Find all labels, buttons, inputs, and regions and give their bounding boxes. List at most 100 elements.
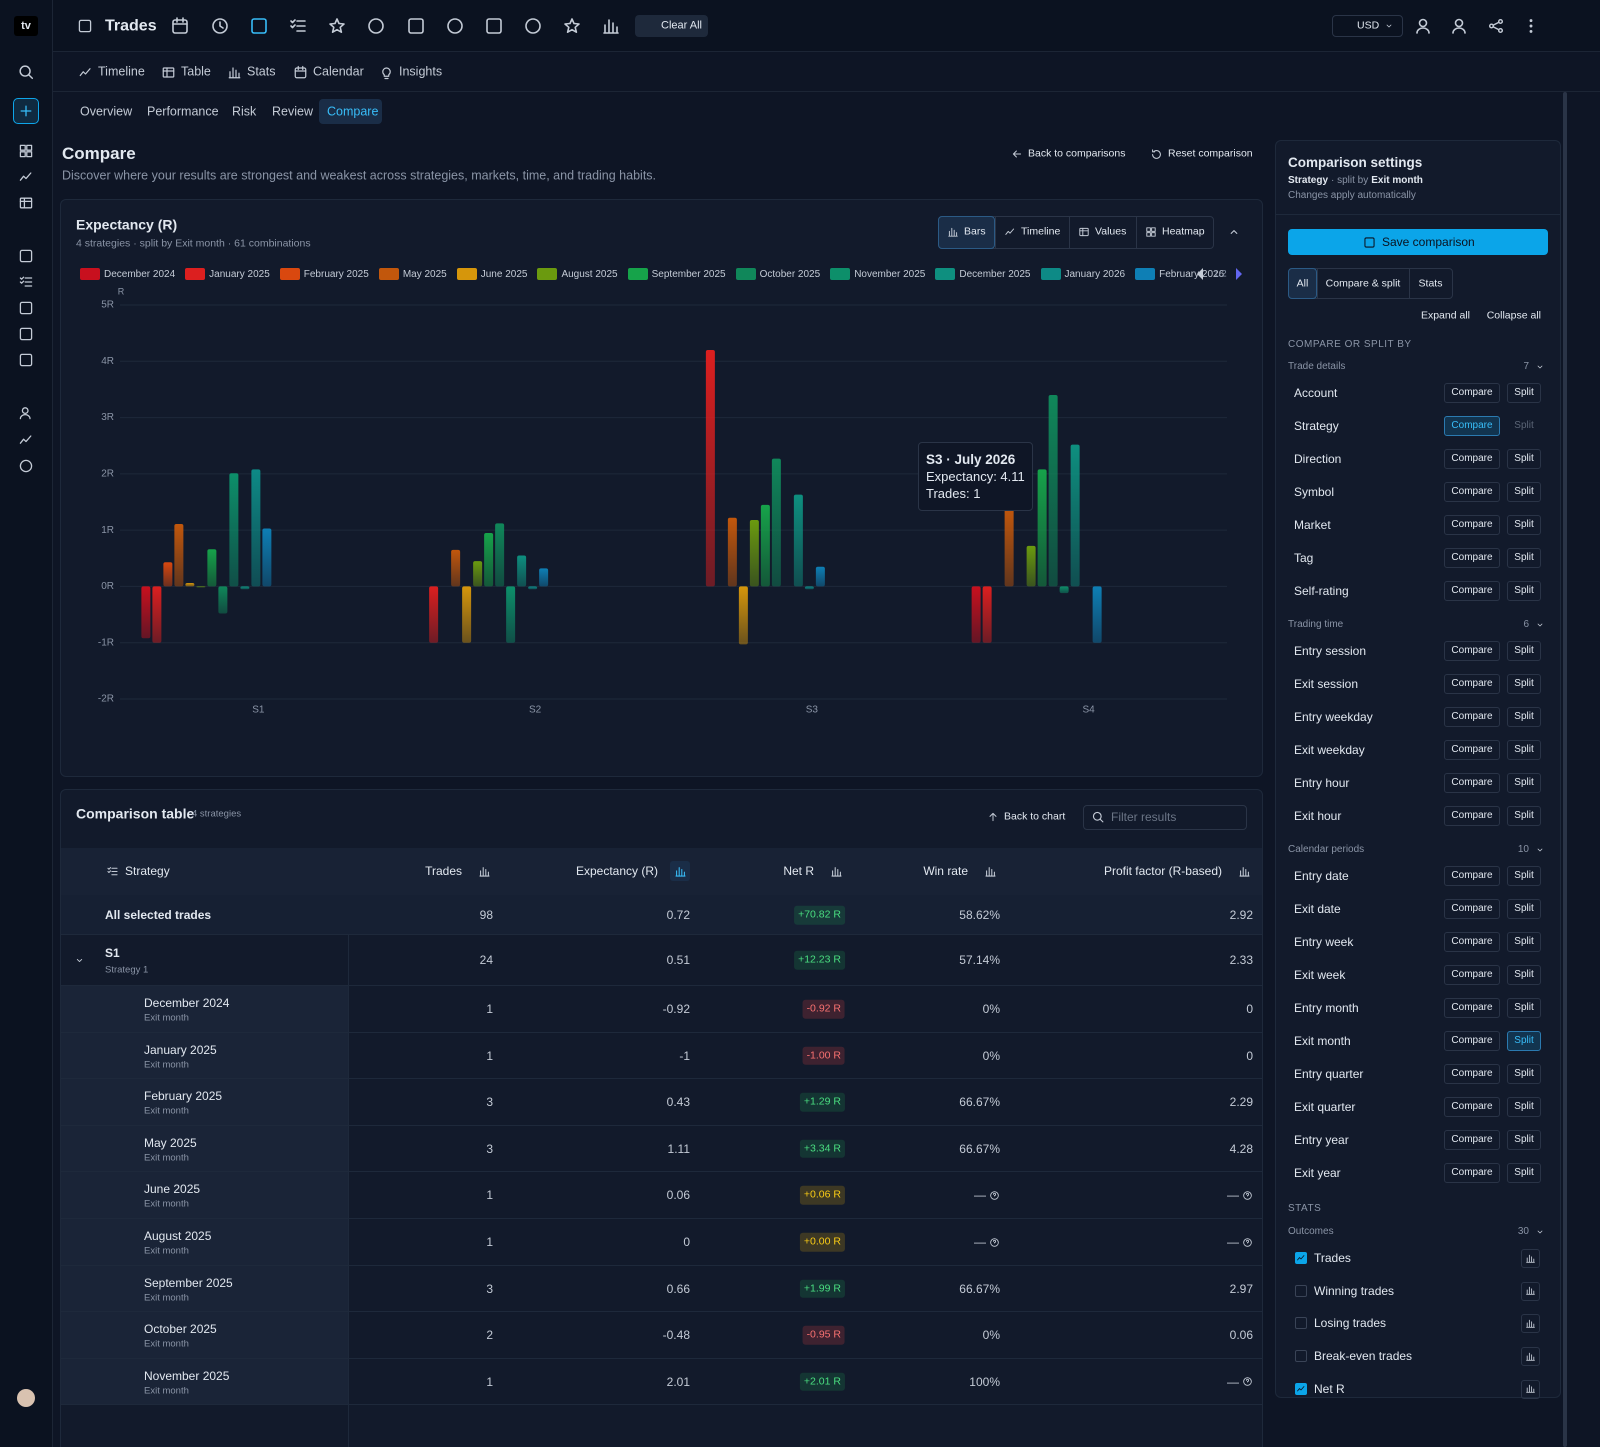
- compare-button[interactable]: [1444, 806, 1500, 826]
- legend-next[interactable]: [1236, 268, 1242, 280]
- compare-button[interactable]: [1444, 548, 1500, 568]
- add-button[interactable]: [13, 98, 39, 124]
- split-button[interactable]: [1507, 806, 1541, 826]
- icon: [447, 18, 463, 34]
- legend-prev[interactable]: [1197, 268, 1203, 280]
- split-label: Split: [1514, 711, 1534, 722]
- split-button[interactable]: [1507, 548, 1541, 568]
- net-r-pill: -0.92 R: [802, 999, 845, 1019]
- compare-button[interactable]: [1444, 641, 1500, 661]
- split-button[interactable]: [1507, 965, 1541, 985]
- compare-button[interactable]: [1444, 1130, 1500, 1150]
- compare-label: Compare: [1451, 519, 1493, 530]
- compare-button[interactable]: [1444, 899, 1500, 919]
- compare-button[interactable]: [1444, 1163, 1500, 1183]
- icon: [76, 958, 82, 962]
- bar: [971, 586, 981, 643]
- stat-label: Trades: [1314, 1250, 1351, 1265]
- split-button[interactable]: [1507, 1064, 1541, 1084]
- compare-button[interactable]: [1444, 449, 1500, 469]
- icon: [1242, 1377, 1252, 1387]
- split-button[interactable]: [1507, 515, 1541, 535]
- compare-button[interactable]: [1444, 932, 1500, 952]
- sub-nav-item: Stats: [247, 64, 276, 79]
- compare-button[interactable]: [1444, 965, 1500, 985]
- clear-all-button[interactable]: [635, 15, 708, 37]
- option-label: Exit week: [1294, 967, 1346, 982]
- back-to-chart: Back to chart: [1004, 810, 1066, 823]
- split-button[interactable]: [1507, 1130, 1541, 1150]
- split-button[interactable]: [1507, 581, 1541, 601]
- table-count: 4 strategies: [192, 808, 242, 820]
- compare-button[interactable]: [1444, 707, 1500, 727]
- compare-button[interactable]: [1444, 416, 1500, 436]
- icon: [79, 67, 91, 76]
- tab-divider: [1317, 268, 1318, 299]
- bar: [771, 458, 781, 587]
- split-button[interactable]: [1507, 641, 1541, 661]
- win-rate-cell: 100%: [969, 1374, 1000, 1389]
- stat-chart-toggle[interactable]: [1521, 1379, 1540, 1399]
- checkbox[interactable]: [1295, 1252, 1307, 1264]
- compare-button[interactable]: [1444, 773, 1500, 793]
- option-label: Exit date: [1294, 901, 1341, 916]
- compare-label: Compare: [1451, 1167, 1493, 1178]
- split-button[interactable]: [1507, 449, 1541, 469]
- currency-select[interactable]: [1332, 15, 1403, 37]
- split-button[interactable]: [1507, 1097, 1541, 1117]
- icon: [1230, 230, 1238, 234]
- trades-cell: 1: [486, 1048, 493, 1063]
- compare-button[interactable]: [1444, 998, 1500, 1018]
- split-button[interactable]: [1507, 1031, 1541, 1051]
- row-value-cell: [349, 1312, 1262, 1359]
- checkbox[interactable]: [1295, 1317, 1307, 1330]
- split-label: Split: [1514, 870, 1534, 881]
- net-r-pill: +1.99 R: [799, 1279, 845, 1298]
- checkbox[interactable]: [1295, 1382, 1307, 1395]
- split-label: Split: [1514, 936, 1534, 947]
- split-button[interactable]: [1507, 932, 1541, 952]
- stat-chart-toggle[interactable]: [1521, 1347, 1540, 1367]
- compare-button[interactable]: [1444, 1031, 1500, 1051]
- icon: [1151, 148, 1161, 159]
- compare-button[interactable]: [1444, 383, 1500, 403]
- row-value-cell: [349, 1126, 1262, 1173]
- group-label: S1: [105, 945, 120, 960]
- compare-label: Compare: [1451, 552, 1493, 563]
- split-button[interactable]: [1507, 482, 1541, 502]
- scrollbar: [1563, 92, 1567, 1447]
- compare-button[interactable]: [1444, 674, 1500, 694]
- active-view[interactable]: [938, 216, 995, 249]
- active-settings-tab[interactable]: [1288, 268, 1317, 299]
- split-button[interactable]: [1507, 899, 1541, 919]
- compare-button[interactable]: [1444, 1064, 1500, 1084]
- bar: [539, 568, 549, 587]
- stat-chart-toggle[interactable]: [1521, 1249, 1540, 1268]
- split-button[interactable]: [1507, 383, 1541, 403]
- app-title: Trades: [105, 17, 157, 35]
- active-tab[interactable]: [319, 99, 382, 124]
- compare-button[interactable]: [1444, 1097, 1500, 1117]
- compare-button[interactable]: [1444, 515, 1500, 535]
- compare-button[interactable]: [1444, 482, 1500, 502]
- split-button[interactable]: [1507, 1163, 1541, 1183]
- compare-button[interactable]: [1444, 740, 1500, 760]
- split-button[interactable]: [1507, 674, 1541, 694]
- split-button[interactable]: [1507, 707, 1541, 727]
- split-button[interactable]: [1507, 866, 1541, 886]
- trades-cell: 3: [486, 1141, 493, 1156]
- split-button[interactable]: [1507, 998, 1541, 1018]
- row-sublabel: Exit month: [144, 1058, 189, 1070]
- checkbox[interactable]: [1295, 1350, 1307, 1363]
- split-button[interactable]: [1507, 740, 1541, 760]
- filter-input[interactable]: [1083, 805, 1247, 830]
- compare-button[interactable]: [1444, 866, 1500, 886]
- compare-button[interactable]: [1444, 581, 1500, 601]
- stat-chart-toggle[interactable]: [1521, 1281, 1540, 1301]
- save-button[interactable]: [1288, 229, 1548, 255]
- split-button[interactable]: [1507, 773, 1541, 793]
- stat-chart-toggle[interactable]: [1521, 1314, 1540, 1334]
- group-header: Trade details: [1288, 361, 1346, 372]
- win-rate-cell: 66.67%: [959, 1281, 1000, 1296]
- checkbox[interactable]: [1295, 1284, 1307, 1297]
